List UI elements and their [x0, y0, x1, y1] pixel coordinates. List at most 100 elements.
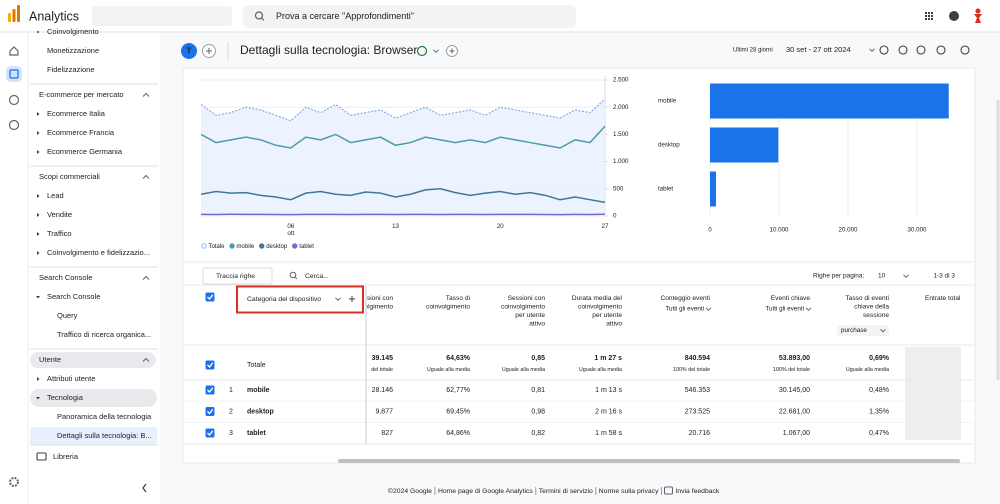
total-note: del totale	[371, 367, 393, 373]
nav-item[interactable]: Attributi utente	[47, 374, 95, 383]
section-title[interactable]: Search Console	[39, 273, 92, 282]
account-icon[interactable]	[976, 9, 981, 14]
nav-item[interactable]: Lead	[47, 191, 64, 200]
apps-icon	[928, 15, 930, 17]
nav-subitem[interactable]: Traffico di ricerca organica...	[57, 330, 151, 339]
total-note: Uguale alla media	[502, 367, 545, 373]
column-header[interactable]: Entrate totali	[925, 295, 963, 302]
checkbox[interactable]	[206, 293, 215, 302]
nav-item[interactable]: Fidelizzazione	[47, 65, 95, 74]
nav-subitem[interactable]: Dettagli sulla tecnologia: B...	[57, 431, 152, 440]
rows-per-page[interactable]: 10	[878, 273, 886, 280]
x-tick-label-part: 13	[392, 223, 399, 230]
account-selector[interactable]	[92, 6, 232, 26]
y-tick-label: 500	[613, 185, 624, 192]
legend-marker	[260, 244, 264, 248]
nav-item[interactable]: Traffico	[47, 229, 72, 238]
footer-link[interactable]: Home page di Google Analytics	[438, 488, 533, 495]
cell-value: 273.525	[685, 408, 710, 415]
nav-item[interactable]: Tecnologia	[47, 393, 84, 402]
nav-library[interactable]: Libreria	[53, 452, 79, 461]
totals-label: Totale	[247, 362, 266, 369]
column-header-line: per utente	[592, 312, 622, 319]
section-title[interactable]: Scopi commerciali	[39, 172, 100, 181]
apps-icon	[931, 12, 933, 14]
total-value: 840.594	[685, 355, 710, 362]
column-header-line: coinvolgimento	[426, 303, 470, 310]
total-note: 100% del totale	[673, 367, 710, 373]
column-selector[interactable]: Tutti gli eventi	[765, 306, 804, 313]
total-note: 100% del totale	[773, 367, 810, 373]
cell-value: 0,81	[531, 387, 545, 394]
column-header-line: Conteggio eventi	[661, 295, 711, 302]
cell-value: 1,35%	[869, 408, 889, 415]
column-header-line: attivo	[606, 320, 622, 327]
category-label: tablet	[658, 186, 673, 193]
column-header-line: Entrate totali	[925, 295, 963, 302]
nav-item[interactable]: Vendite	[47, 210, 72, 219]
date-hint: Ultimi 28 giorni	[733, 48, 773, 54]
x-tick-label: 30.000	[908, 227, 927, 234]
nav-item[interactable]: Ecommerce Italia	[47, 109, 106, 118]
total-value: 64,63%	[446, 355, 471, 362]
nav-item[interactable]: Coinvolgimento e fidelizzazio...	[47, 248, 150, 257]
row-label[interactable]: tablet	[247, 430, 266, 437]
table-search[interactable]: Cerca...	[305, 273, 329, 280]
nav-reports[interactable]	[6, 66, 22, 82]
row-label[interactable]: mobile	[247, 387, 270, 394]
rows-per-page-label: Righe per pagina:	[813, 273, 865, 280]
cell-value: 30.145,00	[779, 387, 810, 394]
dimension-header: Categoria del dispositivo	[247, 296, 321, 303]
checkbox[interactable]	[206, 429, 215, 438]
bullet	[37, 31, 39, 33]
column-selector[interactable]: purchase	[841, 327, 867, 334]
apps-icon	[925, 12, 927, 14]
footer-link[interactable]: Termini di servizio	[539, 488, 593, 495]
cell-value: 0,47%	[869, 430, 889, 437]
row-label[interactable]: desktop	[247, 408, 274, 415]
bar	[710, 84, 949, 119]
checkbox[interactable]	[206, 386, 215, 395]
cell-value: 546.353	[685, 387, 710, 394]
column-header[interactable]: Conteggio eventi	[661, 295, 711, 302]
apps-icon	[931, 18, 933, 20]
nav-subitem[interactable]: Query	[57, 311, 78, 320]
checkbox[interactable]	[206, 361, 215, 370]
pagination-range: 1-3 di 3	[933, 273, 955, 280]
nav-item[interactable]: Coinvolgimento	[47, 27, 99, 36]
column-header[interactable]: Eventi chiave	[771, 295, 811, 302]
x-tick-label: 27	[602, 223, 609, 230]
column-selector[interactable]: Tutti gli eventi	[665, 306, 704, 313]
cell-value: 9.877	[375, 408, 393, 415]
checkbox[interactable]	[206, 407, 215, 416]
cell-value: 1 m 13 s	[595, 387, 622, 394]
y-tick-label: 1.500	[613, 131, 629, 138]
help-icon[interactable]	[949, 11, 959, 21]
section-title[interactable]: Utente	[39, 355, 61, 364]
apps-icon	[925, 15, 927, 17]
column-header-line: coinvolgimento	[578, 303, 622, 310]
apps-icon	[931, 15, 933, 17]
cell-value: 62,77%	[446, 387, 470, 394]
cell-value: 0,82	[531, 430, 545, 437]
legend-label: desktop	[266, 244, 288, 250]
nav-item[interactable]: Ecommerce Francia	[47, 128, 115, 137]
footer-link[interactable]: Norme sulla privacy	[599, 488, 659, 495]
x-tick-label: 20.000	[839, 227, 858, 234]
apps-icon	[928, 12, 930, 14]
nav-item[interactable]: Search Console	[47, 292, 100, 301]
y-tick-label: 2.000	[613, 104, 629, 111]
horizontal-scrollbar[interactable]	[338, 459, 960, 463]
nav-item[interactable]: Monetizzazione	[47, 46, 99, 55]
nav-item[interactable]: Ecommerce Germania	[47, 147, 123, 156]
total-note: Uguale alla media	[846, 367, 889, 373]
logo-bar	[17, 5, 20, 22]
footer-link[interactable]: Invia feedback	[675, 488, 719, 495]
category-label: desktop	[658, 142, 680, 149]
column-header-line: Tasso di	[446, 295, 471, 302]
date-range[interactable]: 30 set - 27 ott 2024	[786, 45, 851, 54]
section-title[interactable]: E-commerce per mercato	[39, 90, 124, 99]
x-tick-label: 20	[497, 223, 504, 230]
nav-subitem[interactable]: Panoramica della tecnologia	[57, 412, 152, 421]
